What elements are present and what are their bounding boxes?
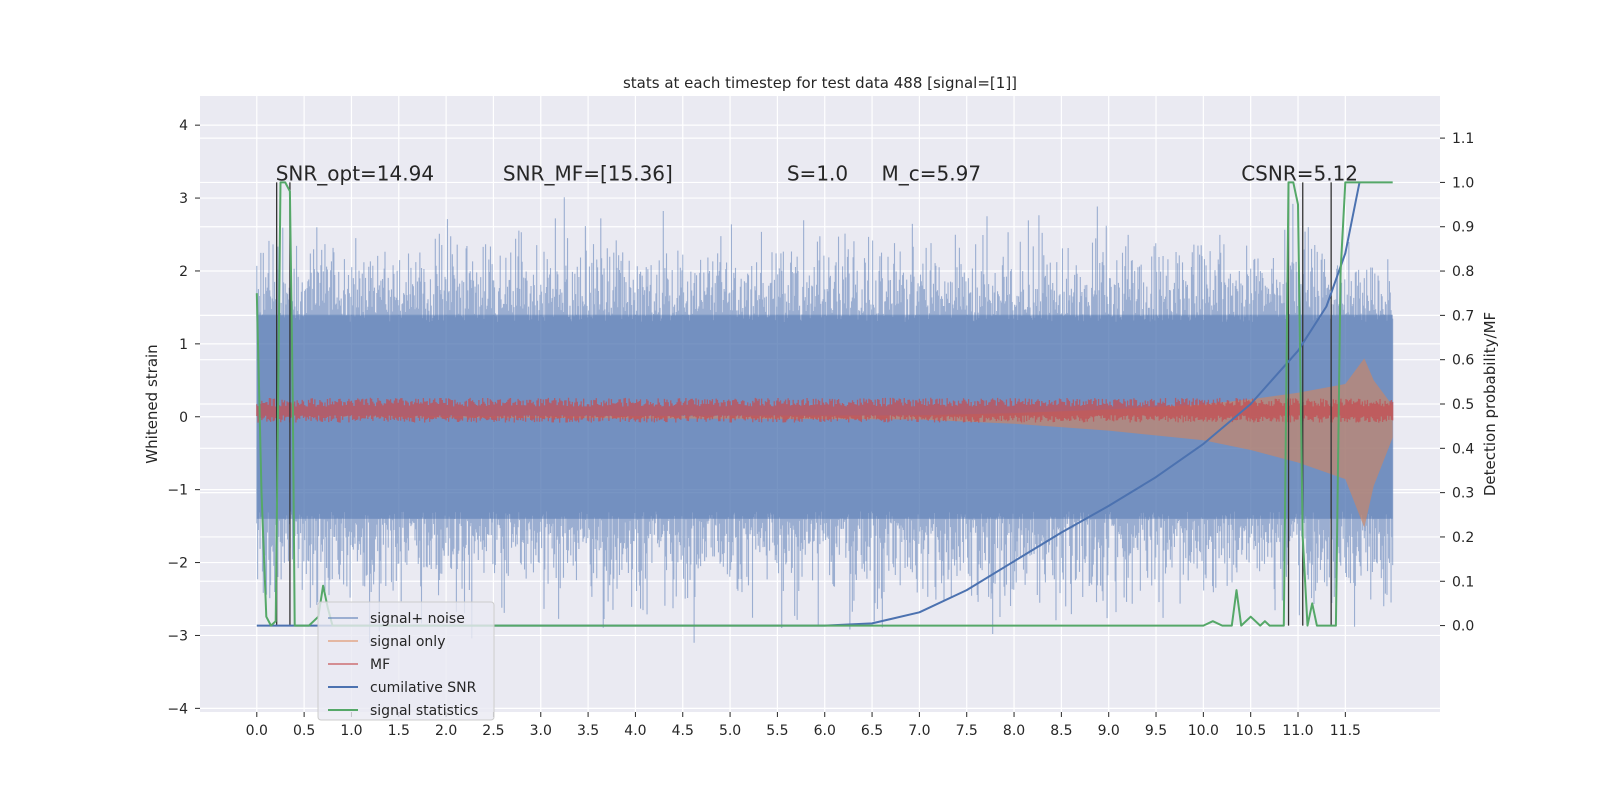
series-signal-statistics	[255, 181, 1393, 627]
series-cumulative-snr	[256, 182, 1361, 627]
annotation-label: SNR_opt=14.94	[276, 161, 434, 185]
x-tick-label: 3.0	[530, 723, 552, 739]
x-tick-label: 10.5	[1235, 723, 1266, 739]
y-tick-label-right: 0.6	[1452, 353, 1474, 369]
legend-box	[317, 601, 495, 721]
chart-title: stats at each timestep for test data 488…	[623, 74, 1017, 92]
x-tick-label: 11.0	[1282, 723, 1313, 739]
signal-statistics-line	[255, 181, 1393, 627]
y-tick-label-right: 0.5	[1452, 397, 1474, 413]
annotation-label: SNR_MF=[15.36]	[503, 161, 673, 185]
annotation-label: CSNR=5.12	[1241, 161, 1358, 185]
x-tick-label: 8.0	[1003, 723, 1025, 739]
y-tick-label-right: 0.8	[1452, 264, 1474, 280]
y-tick-label-left: −3	[167, 628, 188, 644]
y-tick-label-left: 0	[179, 410, 188, 426]
x-tick-label: 7.5	[956, 723, 978, 739]
cumulative-snr-line	[256, 182, 1361, 627]
legend-entry: signal only	[370, 634, 445, 650]
axes: 0.0 0.5 1.0 1.5 2.0 2.5 3.0 3.5 4.0 4.5 5.0 5.5 6.0 6…	[167, 118, 1474, 739]
x-tick-label: 6.0	[814, 723, 836, 739]
x-tick-label: 1.0	[340, 723, 362, 739]
annotations: SNR_opt=14.94 SNR_MF=[15.36] S=1.0 M_c=5.97…	[276, 161, 1358, 185]
legend-entry: signal statistics	[370, 703, 478, 719]
x-tick-label: 0.5	[293, 723, 315, 739]
y-tick-label-right: 0.0	[1452, 619, 1474, 635]
x-tick-label: 7.0	[908, 723, 930, 739]
legend: signal+ noise signal only MF cumilative SNR…	[317, 601, 495, 721]
y-tick-label-right: 0.9	[1452, 220, 1474, 236]
annotation-label: S=1.0	[787, 161, 848, 185]
y-tick-label-right: 0.1	[1452, 574, 1474, 590]
y-tick-label-right: 0.7	[1452, 308, 1474, 324]
legend-entry: MF	[370, 657, 390, 673]
x-tick-label: 5.0	[719, 723, 741, 739]
x-tick-label: 3.5	[577, 723, 599, 739]
x-tick-label: 4.5	[672, 723, 694, 739]
x-tick-label: 11.5	[1330, 723, 1361, 739]
x-tick-label: 2.0	[435, 723, 457, 739]
y-tick-label-left: 3	[179, 191, 188, 207]
y-tick-label-left: −4	[167, 701, 188, 717]
x-tick-label: 1.5	[388, 723, 410, 739]
x-tick-label: 5.5	[766, 723, 788, 739]
x-tick-label: 0.0	[246, 723, 268, 739]
y-tick-label-left: 2	[179, 264, 188, 280]
y-tick-label-right: 0.2	[1452, 530, 1474, 546]
x-tick-label: 6.5	[861, 723, 883, 739]
y-tick-label-left: −2	[167, 556, 188, 572]
x-tick-label: 4.0	[624, 723, 646, 739]
y-tick-label-right: 0.3	[1452, 486, 1474, 502]
y-tick-label-left: 1	[179, 337, 188, 353]
x-tick-label: 10.0	[1188, 723, 1219, 739]
x-tick-label: 9.5	[1145, 723, 1167, 739]
legend-entry: cumilative SNR	[370, 680, 477, 696]
y-tick-label-right: 1.1	[1452, 131, 1474, 147]
y-axis-label-left: Whitened strain	[143, 344, 161, 463]
x-tick-label: 8.5	[1050, 723, 1072, 739]
annotation-label: M_c=5.97	[882, 161, 982, 185]
x-tick-label: 2.5	[482, 723, 504, 739]
legend-entry: signal+ noise	[370, 611, 465, 627]
y-tick-label-left: −1	[167, 483, 188, 499]
y-tick-label-right: 1.0	[1452, 175, 1474, 191]
y-tick-label-right: 0.4	[1452, 441, 1474, 457]
y-axis-label-right: Detection probability/MF	[1481, 312, 1499, 496]
y-tick-label-left: 4	[179, 118, 188, 134]
x-tick-label: 9.0	[1098, 723, 1120, 739]
mf-band	[256, 397, 1394, 423]
series-mf	[256, 397, 1394, 423]
